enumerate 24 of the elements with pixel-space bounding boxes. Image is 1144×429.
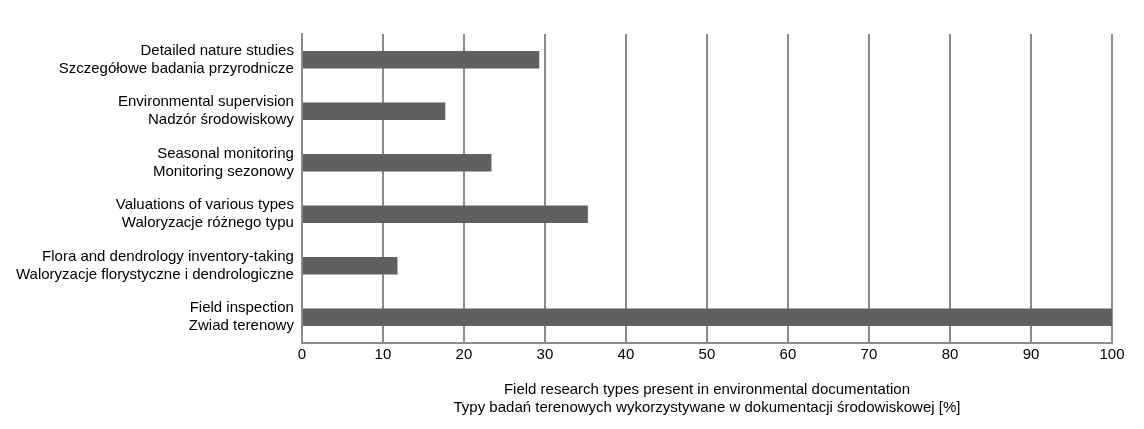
x-tick-label: 0 bbox=[297, 345, 307, 363]
bar bbox=[302, 153, 492, 172]
bar bbox=[302, 308, 1112, 327]
bar bbox=[302, 205, 588, 224]
y-tick-label: Environmental supervision Nadzór środowiskowy bbox=[117, 92, 295, 128]
x-tick-label: 60 bbox=[779, 345, 797, 363]
x-tick-label: 40 bbox=[617, 345, 635, 363]
y-tick-label: Field inspection Zwiad terenowy bbox=[188, 298, 295, 334]
x-tick-label: 90 bbox=[1022, 345, 1040, 363]
x-tick-label: 20 bbox=[455, 345, 473, 363]
x-tick-label: 80 bbox=[941, 345, 959, 363]
y-tick-label: Flora and dendrology inventory-taking Waloryzacje florystyczne i dendrologiczne bbox=[15, 246, 294, 282]
y-tick-label: Valuations of various types Waloryzacje różnego typu bbox=[115, 195, 294, 231]
x-tick-label: 10 bbox=[374, 345, 392, 363]
x-axis-title: Field research types present in environmental documentation Typy badań terenowych wykorzystywane w dokumentacji środowiskowej [%] bbox=[453, 380, 961, 416]
x-tick-label: 100 bbox=[1099, 345, 1125, 363]
x-tick-label: 70 bbox=[860, 345, 878, 363]
x-tick-label: 50 bbox=[698, 345, 716, 363]
y-tick-label: Seasonal monitoring Monitoring sezonowy bbox=[152, 143, 295, 179]
x-tick-label: 30 bbox=[536, 345, 554, 363]
bar bbox=[302, 256, 398, 275]
bar bbox=[302, 102, 446, 121]
bar bbox=[302, 50, 540, 69]
y-tick-label: Detailed nature studies Szczegółowe badania przyrodnicze bbox=[58, 40, 294, 76]
